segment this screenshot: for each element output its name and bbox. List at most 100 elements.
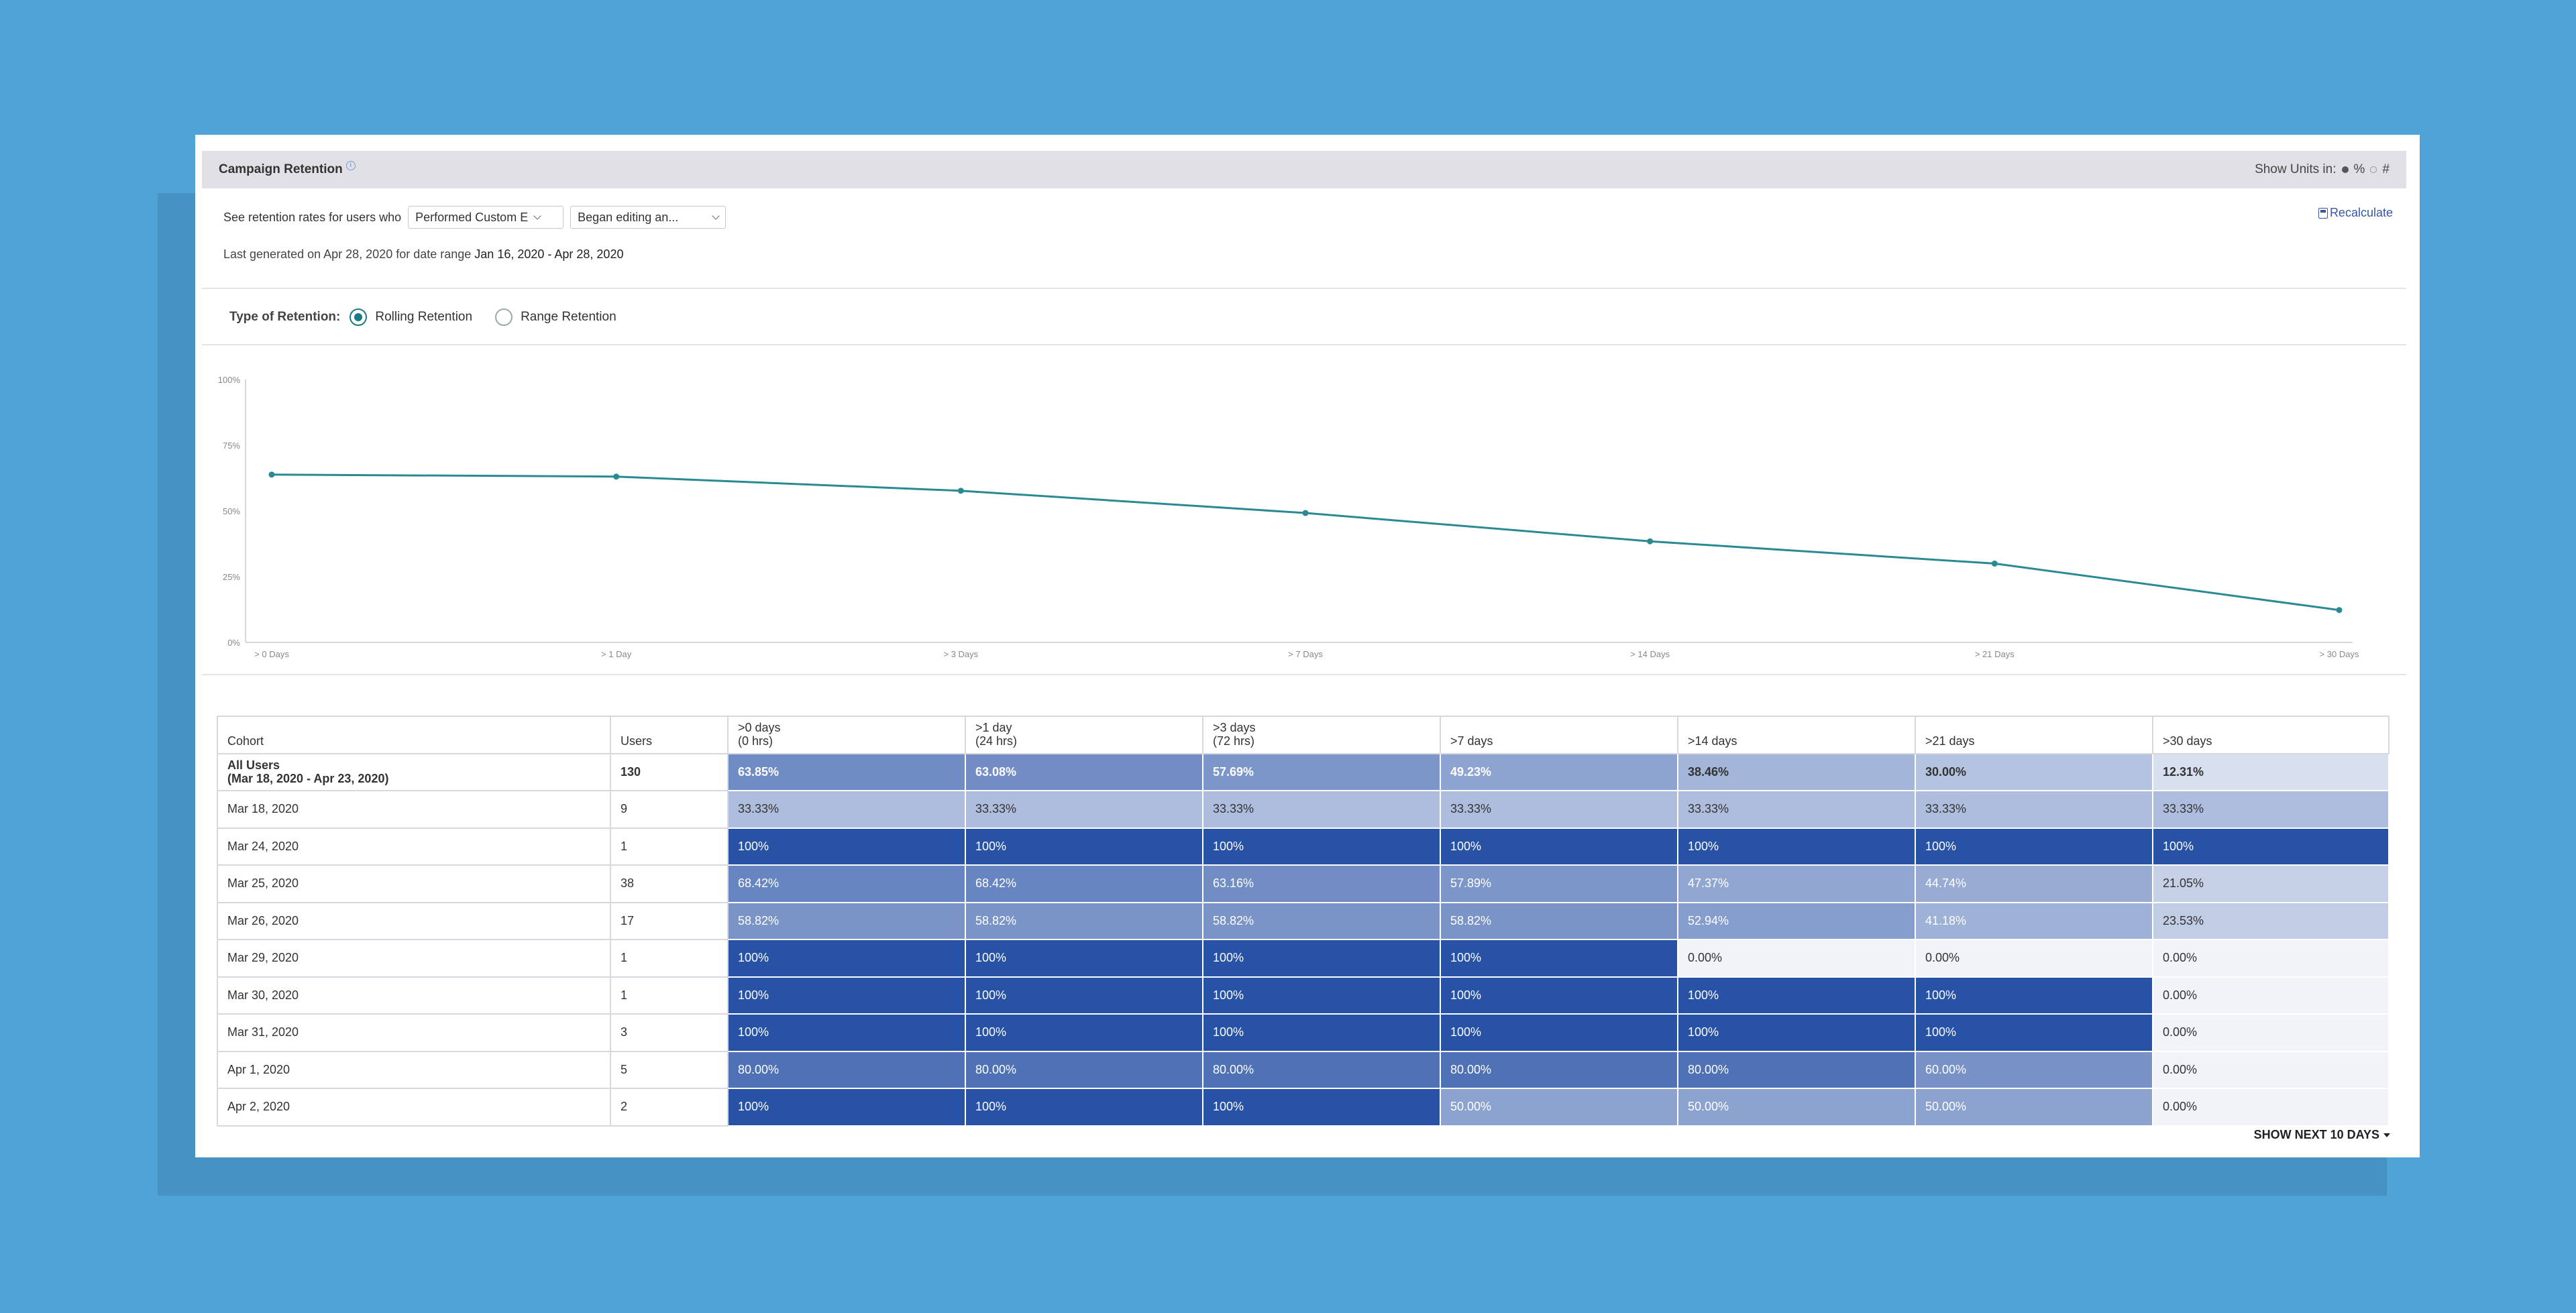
- column-header-label: Users: [621, 734, 653, 748]
- action-target-dropdown[interactable]: Began editing an...: [570, 206, 727, 229]
- last-generated-text: Last generated on Apr 28, 2020 for date …: [223, 247, 472, 261]
- x-tick-label: > 30 Days: [2320, 649, 2359, 659]
- retention-cell: 80.00%: [1202, 1050, 1441, 1089]
- chevron-down-icon: [533, 212, 541, 220]
- x-tick-label: > 21 Days: [1975, 649, 2015, 659]
- column-header: >1 day (24 hrs): [965, 716, 1203, 754]
- retention-panel: Campaign Retention i Show Units in: % # …: [195, 135, 2420, 1157]
- retention-cell: 100%: [965, 1088, 1203, 1127]
- retention-cell: 41.18%: [1915, 901, 2153, 940]
- units-label: Show Units in:: [2255, 162, 2337, 176]
- retention-line-chart: 0% 25% 50% 75% 100% > 0 Days > 1 Day > 3 Days > …: [218, 375, 2359, 659]
- retention-cell: 30.00%: [1915, 752, 2153, 791]
- retention-cell: 0.00%: [2152, 1088, 2390, 1127]
- retention-cell: 63.16%: [1202, 864, 1441, 903]
- retention-cell: 100%: [1915, 1013, 2153, 1052]
- rolling-retention-radio[interactable]: [350, 308, 368, 326]
- range-retention-option[interactable]: Range Retention: [495, 308, 616, 326]
- unit-count-radio[interactable]: [2370, 166, 2377, 173]
- retention-cell: 80.00%: [727, 1050, 966, 1089]
- cohort-label: Apr 1, 2020: [227, 1062, 290, 1076]
- retention-cell: 100%: [1915, 976, 2153, 1015]
- retention-cell: 33.33%: [1915, 790, 2153, 829]
- retention-cell: 50.00%: [1677, 1088, 1916, 1127]
- retention-cell: 47.37%: [1677, 864, 1916, 903]
- retention-cell: 100%: [965, 827, 1203, 866]
- cohort-label: Mar 30, 2020: [227, 988, 299, 1002]
- retention-cell: 68.42%: [965, 864, 1203, 903]
- cohort-cell: Mar 24, 2020: [217, 827, 611, 866]
- retention-type-bar: Type of Retention: Rolling Retention Ran…: [202, 290, 2406, 345]
- cohort-cell: Mar 31, 2020: [217, 1013, 611, 1052]
- retention-cell: 100%: [1440, 939, 1678, 978]
- table-row: Mar 18, 2020 9 33.33% 33.33% 33.33% 33.33% 33.…: [217, 790, 2390, 829]
- retention-cell: 12.31%: [2152, 752, 2390, 791]
- retention-cell: 49.23%: [1440, 752, 1678, 791]
- retention-cell: 100%: [1440, 976, 1678, 1015]
- x-tick-label: > 1 Day: [601, 649, 632, 659]
- cohort-label: Mar 24, 2020: [227, 839, 299, 853]
- retention-cell: 100%: [965, 1013, 1203, 1052]
- panel-header: Campaign Retention i Show Units in: % #: [202, 151, 2406, 188]
- retention-cell: 60.00%: [1915, 1050, 2153, 1089]
- retention-cell: 100%: [1202, 1013, 1441, 1052]
- retention-cell: 100%: [965, 939, 1203, 978]
- retention-cell: 33.33%: [2152, 790, 2390, 829]
- column-header: >21 days: [1915, 716, 2153, 754]
- retention-cell: 100%: [1677, 976, 1916, 1015]
- users-cell: 17: [610, 901, 729, 940]
- cohort-label: Mar 18, 2020: [227, 802, 299, 816]
- column-header: >3 days (72 hrs): [1202, 716, 1441, 754]
- table-row: Apr 1, 2020 5 80.00% 80.00% 80.00% 80.00% 80.0…: [217, 1050, 2390, 1089]
- cohort-cell: Mar 26, 2020: [217, 901, 611, 940]
- cohort-cell: Mar 18, 2020: [217, 790, 611, 829]
- column-header: Users: [610, 716, 729, 754]
- cohort-cell: All Users (Mar 18, 2020 - Apr 23, 2020): [217, 752, 611, 791]
- retention-cell: 0.00%: [1677, 939, 1916, 978]
- column-header-label: >1 day: [975, 720, 1012, 734]
- caret-down-icon: [2383, 1133, 2390, 1137]
- cohort-cell: Mar 30, 2020: [217, 976, 611, 1015]
- column-header: >14 days: [1677, 716, 1916, 754]
- cohort-cell: Mar 25, 2020: [217, 864, 611, 903]
- retention-cell: 100%: [1677, 827, 1916, 866]
- show-next-label: SHOW NEXT 10 DAYS: [2253, 1128, 2379, 1141]
- retention-cell: 38.46%: [1677, 752, 1916, 791]
- y-tick-label: 100%: [218, 375, 241, 385]
- retention-cell: 57.89%: [1440, 864, 1678, 903]
- retention-cell: 58.82%: [1440, 901, 1678, 940]
- filter-row: See retention rates for users who Perfor…: [223, 206, 727, 229]
- retention-cell: 100%: [727, 827, 966, 866]
- rolling-retention-option[interactable]: Rolling Retention: [350, 308, 472, 326]
- retention-chart-area: 0% 25% 50% 75% 100% > 0 Days > 1 Day > 3 Days > …: [202, 347, 2406, 675]
- cohort-cell: Apr 1, 2020: [217, 1050, 611, 1089]
- retention-cell: 33.33%: [1440, 790, 1678, 829]
- recalculate-link[interactable]: Recalculate: [2318, 206, 2393, 220]
- column-header-label: >0 days: [738, 720, 781, 734]
- retention-cell: 100%: [965, 976, 1203, 1015]
- retention-cell: 100%: [727, 1088, 966, 1127]
- retention-cell: 44.74%: [1915, 864, 2153, 903]
- y-tick-label: 75%: [223, 441, 240, 451]
- retention-cell: 100%: [727, 976, 966, 1015]
- show-next-button[interactable]: SHOW NEXT 10 DAYS: [2254, 1128, 2390, 1142]
- table-row: Mar 25, 2020 38 68.42% 68.42% 63.16% 57.89% 47…: [217, 864, 2390, 903]
- info-icon[interactable]: i: [345, 161, 356, 170]
- data-point: [2336, 607, 2343, 614]
- unit-count-label: #: [2382, 162, 2390, 176]
- retention-cell: 100%: [1202, 1088, 1441, 1127]
- chevron-down-icon: [712, 212, 720, 220]
- data-point: [1302, 510, 1309, 516]
- panel-title: Campaign Retention: [219, 162, 343, 176]
- retention-table: Cohort Users >0 days (0 hrs) >1 day (24 hrs) >…: [217, 716, 2390, 1127]
- unit-percent-label: %: [2353, 162, 2365, 176]
- range-retention-radio[interactable]: [495, 308, 513, 326]
- unit-percent-radio[interactable]: [2341, 166, 2349, 173]
- action-type-dropdown[interactable]: Performed Custom E: [408, 206, 564, 229]
- table-header-row: Cohort Users >0 days (0 hrs) >1 day (24 hrs) >…: [217, 716, 2390, 754]
- last-generated: Last generated on Apr 28, 2020 for date …: [223, 247, 623, 262]
- table-row: Mar 24, 2020 1 100% 100% 100% 100% 100% 100% 100…: [217, 827, 2390, 866]
- data-point: [957, 488, 964, 494]
- action-type-value: Performed Custom E: [415, 210, 529, 224]
- retention-cell: 23.53%: [2152, 901, 2390, 940]
